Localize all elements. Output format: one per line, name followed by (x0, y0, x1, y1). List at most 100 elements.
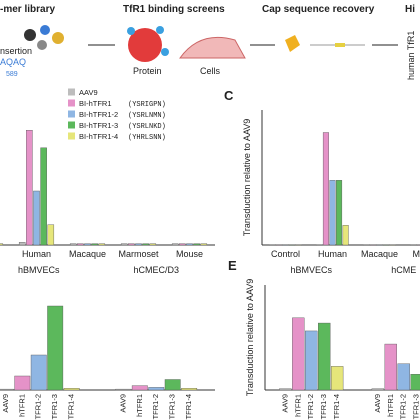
group-label: hCME (391, 265, 416, 275)
bar (181, 388, 198, 391)
bar-label: hTFR1 (17, 394, 26, 417)
bar (171, 243, 179, 246)
y-axis-label: Transduction relative to AAV9 (242, 119, 252, 237)
bar (376, 244, 383, 246)
legend-label: BI-hTFR1-4 (79, 132, 118, 141)
bar (33, 190, 40, 246)
bar (14, 375, 31, 391)
step-title: Hi (405, 4, 415, 15)
bar (329, 180, 336, 246)
panel-label: C (224, 88, 234, 103)
bar-label: hTFR1 (135, 394, 144, 417)
bar (0, 243, 4, 246)
bar (369, 244, 376, 246)
bar (47, 224, 55, 246)
bar (120, 243, 128, 246)
legend-label: BI-hTFR1-3 (79, 121, 118, 130)
bar (148, 387, 165, 391)
bar (164, 379, 181, 391)
legend-sequence: (YSRLNKD) (128, 123, 166, 131)
capsid (161, 48, 169, 56)
bar (292, 317, 305, 391)
legend-swatch (68, 132, 75, 140)
legend-swatch (68, 99, 75, 107)
label: human TfR1 (406, 31, 416, 80)
legend-sequence: (YHRLSNN) (128, 134, 166, 142)
legend-label: BI-hTFR1-2 (79, 110, 118, 119)
bar-label: AAV9 (1, 394, 10, 413)
legend-sequence: (YSRLNMN) (128, 112, 166, 120)
bar (84, 243, 91, 246)
x-tick-label: Human (22, 249, 51, 259)
legend-sequence: (YSRIGPN) (128, 101, 166, 109)
x-tick-label: Macaque (69, 249, 106, 259)
bar (0, 388, 14, 391)
bar (91, 243, 98, 246)
legend-swatch (68, 121, 75, 129)
bar (289, 244, 296, 246)
bar (384, 343, 397, 391)
bar (322, 132, 329, 246)
bar-label: hTFR1 (293, 394, 302, 417)
x-tick-label: Marmo (412, 249, 420, 259)
bar-label: AAV9 (118, 394, 127, 413)
capsid (40, 25, 50, 35)
bar-label: hTFR1-3 (50, 394, 59, 420)
x-tick-label: Control (271, 249, 300, 259)
step-title: -mer library (0, 4, 55, 15)
bar (397, 363, 410, 391)
bar-label: hTFR1-2 (306, 394, 315, 420)
bar (26, 130, 33, 246)
bar (295, 244, 302, 246)
bar-label: hTFR1-3 (412, 394, 420, 420)
bar (193, 243, 200, 246)
sequence (335, 43, 345, 47)
label: nsertion (0, 46, 32, 56)
group-label: hBMVECs (290, 265, 332, 275)
bar (142, 243, 149, 246)
bar (18, 242, 26, 246)
legend-label: BI-hTFR1 (79, 99, 112, 108)
bar (342, 225, 349, 246)
label: 589 (6, 71, 18, 78)
bar (275, 244, 282, 246)
legend-swatch (68, 110, 75, 118)
bar (69, 243, 77, 246)
legend-swatch (68, 88, 75, 96)
bar (371, 388, 385, 391)
bar (305, 330, 318, 391)
capsid (285, 35, 300, 52)
bar-label: hTFR1-4 (184, 394, 193, 420)
bar-label: hTFR1-3 (168, 394, 177, 420)
label: AQAQ (0, 57, 26, 67)
label: Protein (133, 66, 162, 76)
bar-label: hTFR1-2 (34, 394, 43, 420)
bar-label: hTFR1 (386, 394, 395, 417)
bar (98, 243, 106, 246)
capsid (156, 26, 164, 34)
bar (186, 243, 193, 246)
capsid (24, 29, 36, 41)
bar (410, 244, 417, 246)
bar-label: hTFR1-4 (67, 394, 76, 420)
x-tick-label: Macaque (361, 249, 398, 259)
chart: E Transduction relative to AAV9 hBMVECs AAV… (228, 258, 420, 420)
x-tick-label: Marmoset (118, 249, 159, 259)
capsid (127, 27, 135, 35)
x-tick-label: Mouse (176, 249, 203, 259)
bar (336, 180, 343, 246)
protein (128, 28, 162, 62)
bar (316, 244, 323, 246)
bar (282, 244, 289, 246)
capsid (37, 40, 47, 50)
bar (318, 322, 331, 391)
bar (135, 243, 142, 246)
bar (330, 366, 344, 391)
bar-label: hTFR1-2 (399, 394, 408, 420)
bar-label: AAV9 (373, 394, 382, 413)
bar (30, 354, 47, 391)
bar-label: hTFR1-3 (319, 394, 328, 420)
group-label: hCMEC/D3 (133, 265, 179, 275)
bar (40, 147, 47, 246)
